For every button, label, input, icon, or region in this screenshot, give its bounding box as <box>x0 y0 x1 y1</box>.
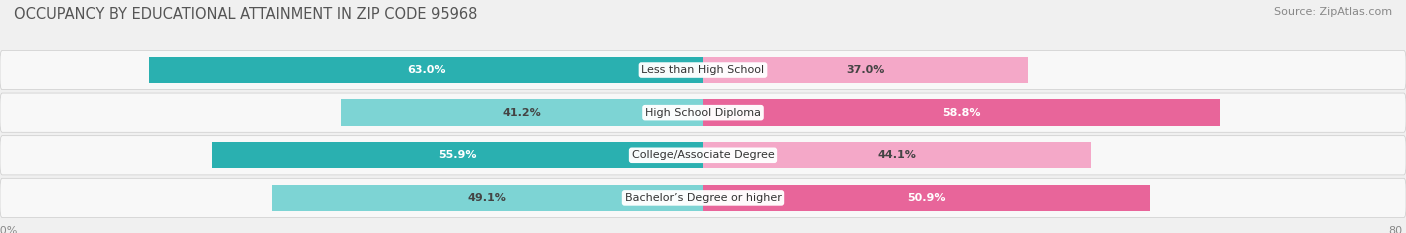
Bar <box>703 185 1150 211</box>
Bar <box>703 57 1028 83</box>
Text: 41.2%: 41.2% <box>502 108 541 118</box>
Bar <box>271 185 703 211</box>
Text: 58.8%: 58.8% <box>942 108 980 118</box>
Text: 50.9%: 50.9% <box>907 193 946 203</box>
Text: 55.9%: 55.9% <box>439 150 477 160</box>
Bar <box>212 142 703 168</box>
Bar <box>149 57 703 83</box>
Bar <box>703 142 1091 168</box>
Text: 37.0%: 37.0% <box>846 65 884 75</box>
FancyBboxPatch shape <box>0 178 1406 218</box>
FancyBboxPatch shape <box>0 136 1406 175</box>
Bar <box>340 99 703 126</box>
Text: High School Diploma: High School Diploma <box>645 108 761 118</box>
Text: Bachelor’s Degree or higher: Bachelor’s Degree or higher <box>624 193 782 203</box>
Text: Less than High School: Less than High School <box>641 65 765 75</box>
Text: 49.1%: 49.1% <box>468 193 506 203</box>
Text: OCCUPANCY BY EDUCATIONAL ATTAINMENT IN ZIP CODE 95968: OCCUPANCY BY EDUCATIONAL ATTAINMENT IN Z… <box>14 7 478 22</box>
Text: Source: ZipAtlas.com: Source: ZipAtlas.com <box>1274 7 1392 17</box>
FancyBboxPatch shape <box>0 93 1406 132</box>
FancyBboxPatch shape <box>0 50 1406 90</box>
Text: 44.1%: 44.1% <box>877 150 917 160</box>
Bar <box>703 99 1219 126</box>
Text: 63.0%: 63.0% <box>406 65 446 75</box>
Text: College/Associate Degree: College/Associate Degree <box>631 150 775 160</box>
